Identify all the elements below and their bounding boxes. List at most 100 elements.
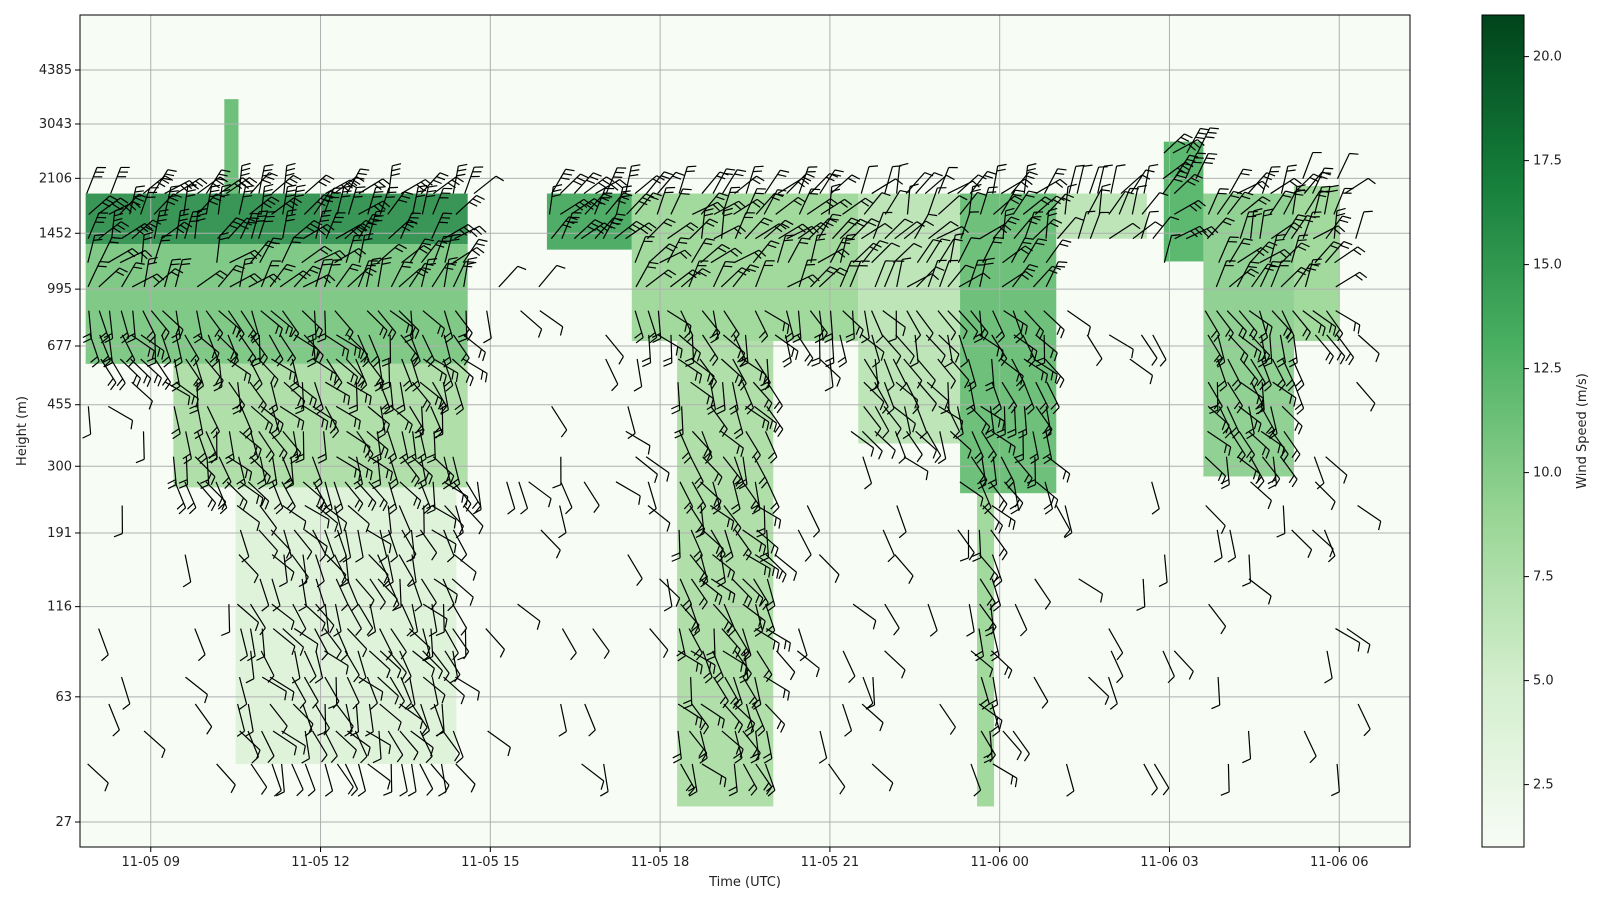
wind-barb — [227, 456, 253, 481]
wind-barb — [755, 260, 775, 288]
wind-barb — [990, 703, 1001, 737]
wind-barb — [457, 628, 467, 661]
wind-barb — [605, 167, 627, 194]
wind-barb — [498, 265, 527, 288]
wind-barb — [828, 763, 846, 795]
wind-barb — [927, 187, 947, 215]
wind-barb — [388, 650, 407, 681]
wind-barb — [1312, 310, 1337, 336]
wind-barb — [442, 334, 452, 368]
wind-barb — [824, 358, 834, 392]
wind-barb — [434, 406, 444, 439]
wind-barb — [431, 650, 450, 682]
wind-barb — [1173, 173, 1203, 194]
wind-barb — [728, 763, 738, 797]
wind-barb — [455, 763, 476, 793]
wind-barb — [927, 259, 947, 288]
wind-barb — [1143, 763, 1158, 796]
wind-barb — [355, 358, 368, 392]
wind-barb — [357, 650, 367, 684]
wind-barb — [775, 196, 806, 215]
wind-barb — [1098, 183, 1111, 215]
wind-barb — [419, 481, 432, 515]
wind-barb — [293, 529, 313, 560]
wind-barb — [226, 177, 258, 195]
wind-barb — [842, 650, 856, 684]
wind-barb — [372, 730, 382, 764]
wind-barb — [1323, 184, 1339, 215]
wind-barb — [706, 382, 717, 415]
wind-barb — [236, 456, 246, 490]
wind-barb — [991, 430, 1016, 456]
wind-barb — [1227, 191, 1254, 215]
wind-barb — [1250, 481, 1272, 510]
wind-barb — [1013, 216, 1041, 240]
wind-barb — [411, 703, 428, 736]
wind-barb — [1001, 381, 1018, 414]
wind-barb — [163, 258, 182, 288]
wind-barb — [823, 310, 834, 343]
wind-barb — [1076, 164, 1093, 194]
wind-barb — [1010, 237, 1034, 263]
wind-barb — [289, 431, 299, 465]
wind-barb — [458, 310, 468, 343]
wind-barb — [937, 310, 957, 341]
wind-barb — [1276, 505, 1286, 538]
wind-barb — [1196, 127, 1219, 154]
wind-barb — [420, 172, 449, 194]
wind-barb — [304, 174, 335, 195]
wind-barb — [315, 578, 326, 612]
wind-barb — [333, 603, 342, 637]
wind-barb — [1314, 334, 1334, 365]
wind-barb — [1141, 192, 1169, 215]
wind-barb — [754, 310, 769, 343]
wind-barb — [411, 184, 428, 215]
wind-barb — [317, 704, 327, 736]
wind-barb — [1356, 381, 1376, 412]
wind-barb — [979, 257, 995, 288]
wind-barb — [161, 221, 193, 240]
wind-barb — [399, 703, 424, 730]
wind-barb — [260, 405, 284, 433]
wind-barb — [325, 179, 358, 195]
wind-barb — [765, 628, 791, 652]
wind-barb — [710, 578, 736, 603]
wind-barb — [334, 554, 347, 587]
wind-barb — [165, 381, 191, 406]
wind-barb — [615, 185, 632, 215]
wind-barb — [689, 603, 701, 637]
wind-barb — [205, 169, 231, 194]
wind-barb — [892, 405, 916, 433]
wind-barb — [295, 431, 305, 464]
wind-barb — [100, 358, 117, 391]
wind-barb — [97, 197, 129, 215]
wind-barb — [326, 358, 343, 391]
wind-barb — [1215, 334, 1226, 368]
wind-barb — [1283, 430, 1301, 463]
wind-barb — [722, 169, 747, 194]
wind-barb — [304, 504, 330, 529]
wind-barb — [82, 406, 92, 439]
wind-barb — [967, 358, 977, 392]
wind-barb — [1007, 406, 1017, 439]
wind-barb — [334, 505, 343, 539]
wind-barb — [398, 505, 411, 538]
wind-barb — [347, 603, 362, 636]
wind-barb — [720, 430, 744, 457]
wind-barb — [1323, 529, 1336, 563]
wind-barb — [428, 604, 438, 637]
wind-barb — [409, 238, 434, 264]
wind-barb — [194, 703, 213, 735]
wind-barb — [989, 481, 1008, 513]
wind-barb — [506, 481, 516, 515]
wind-barb — [634, 192, 662, 215]
wind-barb — [390, 628, 407, 660]
wind-barb — [119, 310, 130, 344]
wind-barb — [1108, 334, 1134, 359]
wind-barb — [1267, 456, 1278, 490]
wind-barb — [441, 456, 452, 490]
wind-barb — [1022, 334, 1036, 367]
wind-barb — [558, 505, 567, 539]
wind-barb — [324, 730, 338, 763]
wind-barb — [1162, 650, 1175, 684]
